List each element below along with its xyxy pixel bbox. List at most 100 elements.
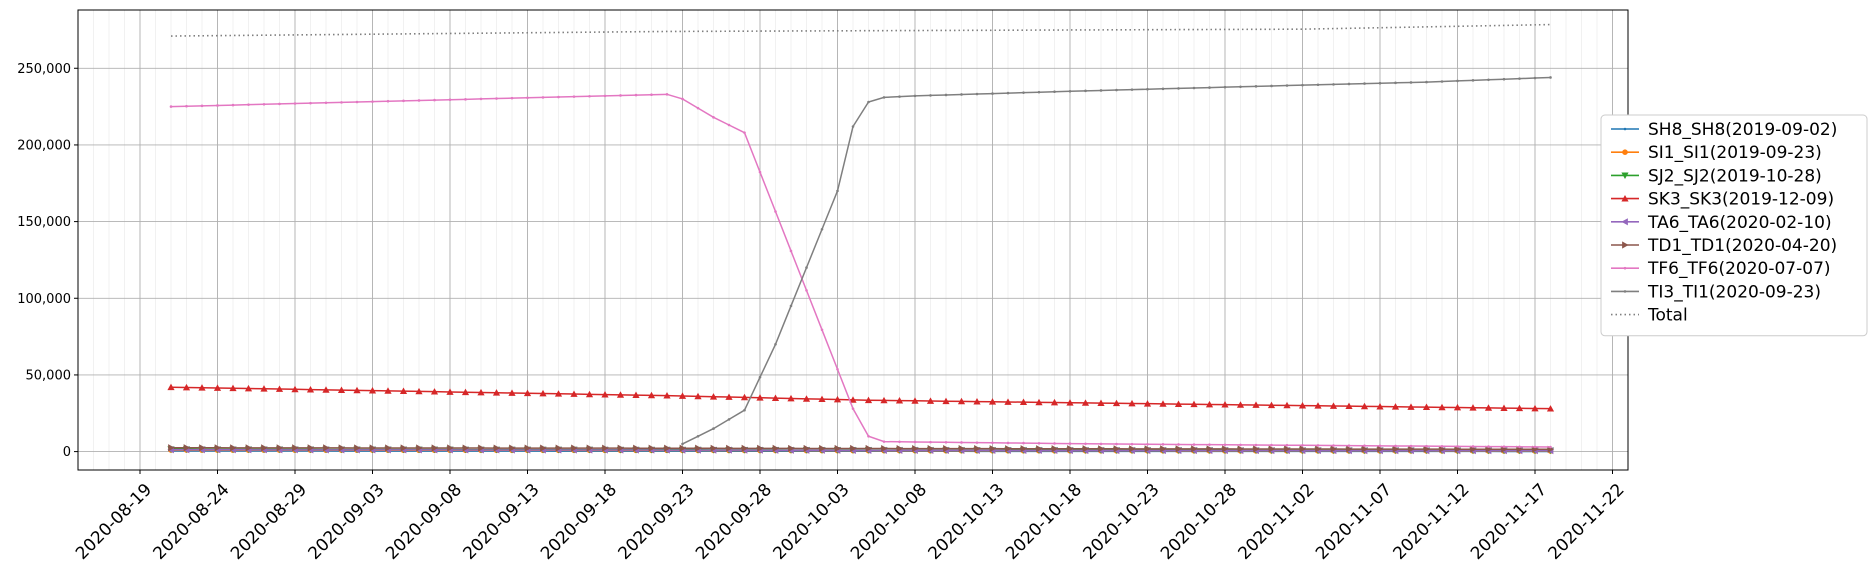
data-point bbox=[960, 93, 963, 96]
data-point bbox=[681, 442, 684, 446]
legend-label: SH8_SH8(2019-09-02) bbox=[1648, 120, 1837, 140]
legend-item-ta6-ta6: TA6_TA6(2020-02-10) bbox=[1611, 213, 1832, 233]
data-point bbox=[354, 444, 361, 452]
data-point bbox=[896, 444, 904, 453]
data-point bbox=[293, 102, 297, 105]
data-point bbox=[1456, 79, 1459, 83]
legend-label: SI1_SI1(2019-09-23) bbox=[1648, 143, 1822, 163]
data-point bbox=[1329, 402, 1338, 409]
data-point bbox=[1174, 400, 1183, 407]
data-point bbox=[447, 444, 454, 452]
data-point bbox=[929, 440, 932, 444]
data-point bbox=[789, 249, 793, 253]
data-point bbox=[616, 391, 625, 398]
y-tick-label: 50,000 bbox=[26, 368, 72, 383]
legend-item-td1-td1: TD1_TD1(2020-04-20) bbox=[1611, 236, 1837, 256]
data-point bbox=[647, 391, 656, 399]
data-point bbox=[774, 210, 777, 213]
data-point bbox=[712, 427, 715, 430]
data-point bbox=[1484, 404, 1493, 411]
data-point bbox=[1192, 86, 1196, 90]
x-tick-label: 2020-10-23 bbox=[1080, 480, 1164, 564]
data-point bbox=[1330, 445, 1338, 453]
data-point bbox=[632, 391, 640, 398]
data-point bbox=[1053, 442, 1056, 445]
data-point bbox=[929, 94, 932, 97]
data-point bbox=[805, 266, 808, 269]
data-point bbox=[555, 444, 563, 452]
data-point bbox=[541, 96, 545, 99]
data-point bbox=[1425, 444, 1428, 448]
data-point bbox=[973, 397, 981, 405]
data-point bbox=[1112, 399, 1121, 407]
data-point bbox=[1081, 399, 1090, 406]
data-point bbox=[309, 101, 312, 105]
data-point bbox=[1113, 445, 1121, 453]
data-point bbox=[1299, 445, 1307, 453]
y-tick-label: 100,000 bbox=[17, 292, 71, 307]
data-point bbox=[1409, 81, 1413, 84]
data-point bbox=[1161, 443, 1165, 446]
data-point bbox=[1314, 402, 1322, 409]
data-point bbox=[911, 397, 919, 404]
data-point bbox=[1237, 445, 1245, 453]
x-tick-label: 2020-08-24 bbox=[150, 480, 234, 564]
data-point bbox=[1332, 83, 1335, 86]
data-point bbox=[278, 102, 281, 106]
data-point bbox=[912, 444, 919, 453]
x-tick-label: 2020-09-23 bbox=[615, 480, 699, 564]
data-point bbox=[261, 444, 268, 452]
data-point bbox=[1440, 80, 1444, 83]
data-point bbox=[1284, 445, 1291, 453]
legend-label: TD1_TD1(2020-04-20) bbox=[1647, 236, 1837, 256]
data-point bbox=[216, 104, 219, 107]
data-point bbox=[431, 444, 439, 452]
data-point bbox=[167, 383, 175, 391]
data-point bbox=[880, 396, 888, 404]
data-point bbox=[1502, 445, 1506, 448]
series-line-sk3-sk3 bbox=[170, 386, 1551, 410]
data-point bbox=[1409, 444, 1413, 448]
data-point bbox=[1130, 88, 1134, 91]
data-point bbox=[1022, 441, 1025, 445]
data-point bbox=[1053, 90, 1056, 94]
data-point bbox=[1082, 445, 1090, 453]
data-point bbox=[696, 106, 700, 110]
data-point bbox=[1425, 80, 1428, 84]
data-point bbox=[1223, 85, 1227, 89]
data-point bbox=[182, 383, 191, 391]
data-point bbox=[1453, 403, 1462, 411]
data-point bbox=[1394, 81, 1397, 85]
data-point bbox=[1270, 443, 1273, 447]
data-point bbox=[324, 101, 328, 105]
data-point bbox=[430, 388, 439, 395]
x-tick-label: 2020-11-02 bbox=[1235, 480, 1319, 564]
data-point bbox=[836, 367, 839, 371]
x-tick-label: 2020-10-18 bbox=[1002, 480, 1086, 564]
data-point bbox=[1378, 444, 1382, 448]
data-point bbox=[1221, 401, 1229, 408]
data-point bbox=[665, 93, 669, 96]
data-point bbox=[1268, 445, 1276, 453]
data-point bbox=[448, 98, 452, 101]
data-point bbox=[1487, 78, 1490, 82]
x-tick-label: 2020-08-19 bbox=[72, 480, 156, 564]
data-point bbox=[570, 390, 578, 397]
data-point bbox=[1205, 400, 1214, 408]
data-point bbox=[200, 104, 204, 108]
data-point bbox=[957, 397, 966, 405]
data-point bbox=[849, 396, 857, 403]
data-point bbox=[836, 189, 839, 193]
data-point bbox=[710, 444, 718, 452]
data-point bbox=[477, 388, 485, 396]
data-point bbox=[774, 342, 777, 346]
data-point bbox=[1285, 84, 1289, 87]
legend-marker bbox=[1622, 241, 1629, 249]
data-point bbox=[1097, 399, 1105, 406]
data-point bbox=[353, 386, 361, 394]
data-point bbox=[478, 444, 485, 452]
data-point bbox=[648, 444, 656, 452]
data-point bbox=[386, 99, 390, 103]
